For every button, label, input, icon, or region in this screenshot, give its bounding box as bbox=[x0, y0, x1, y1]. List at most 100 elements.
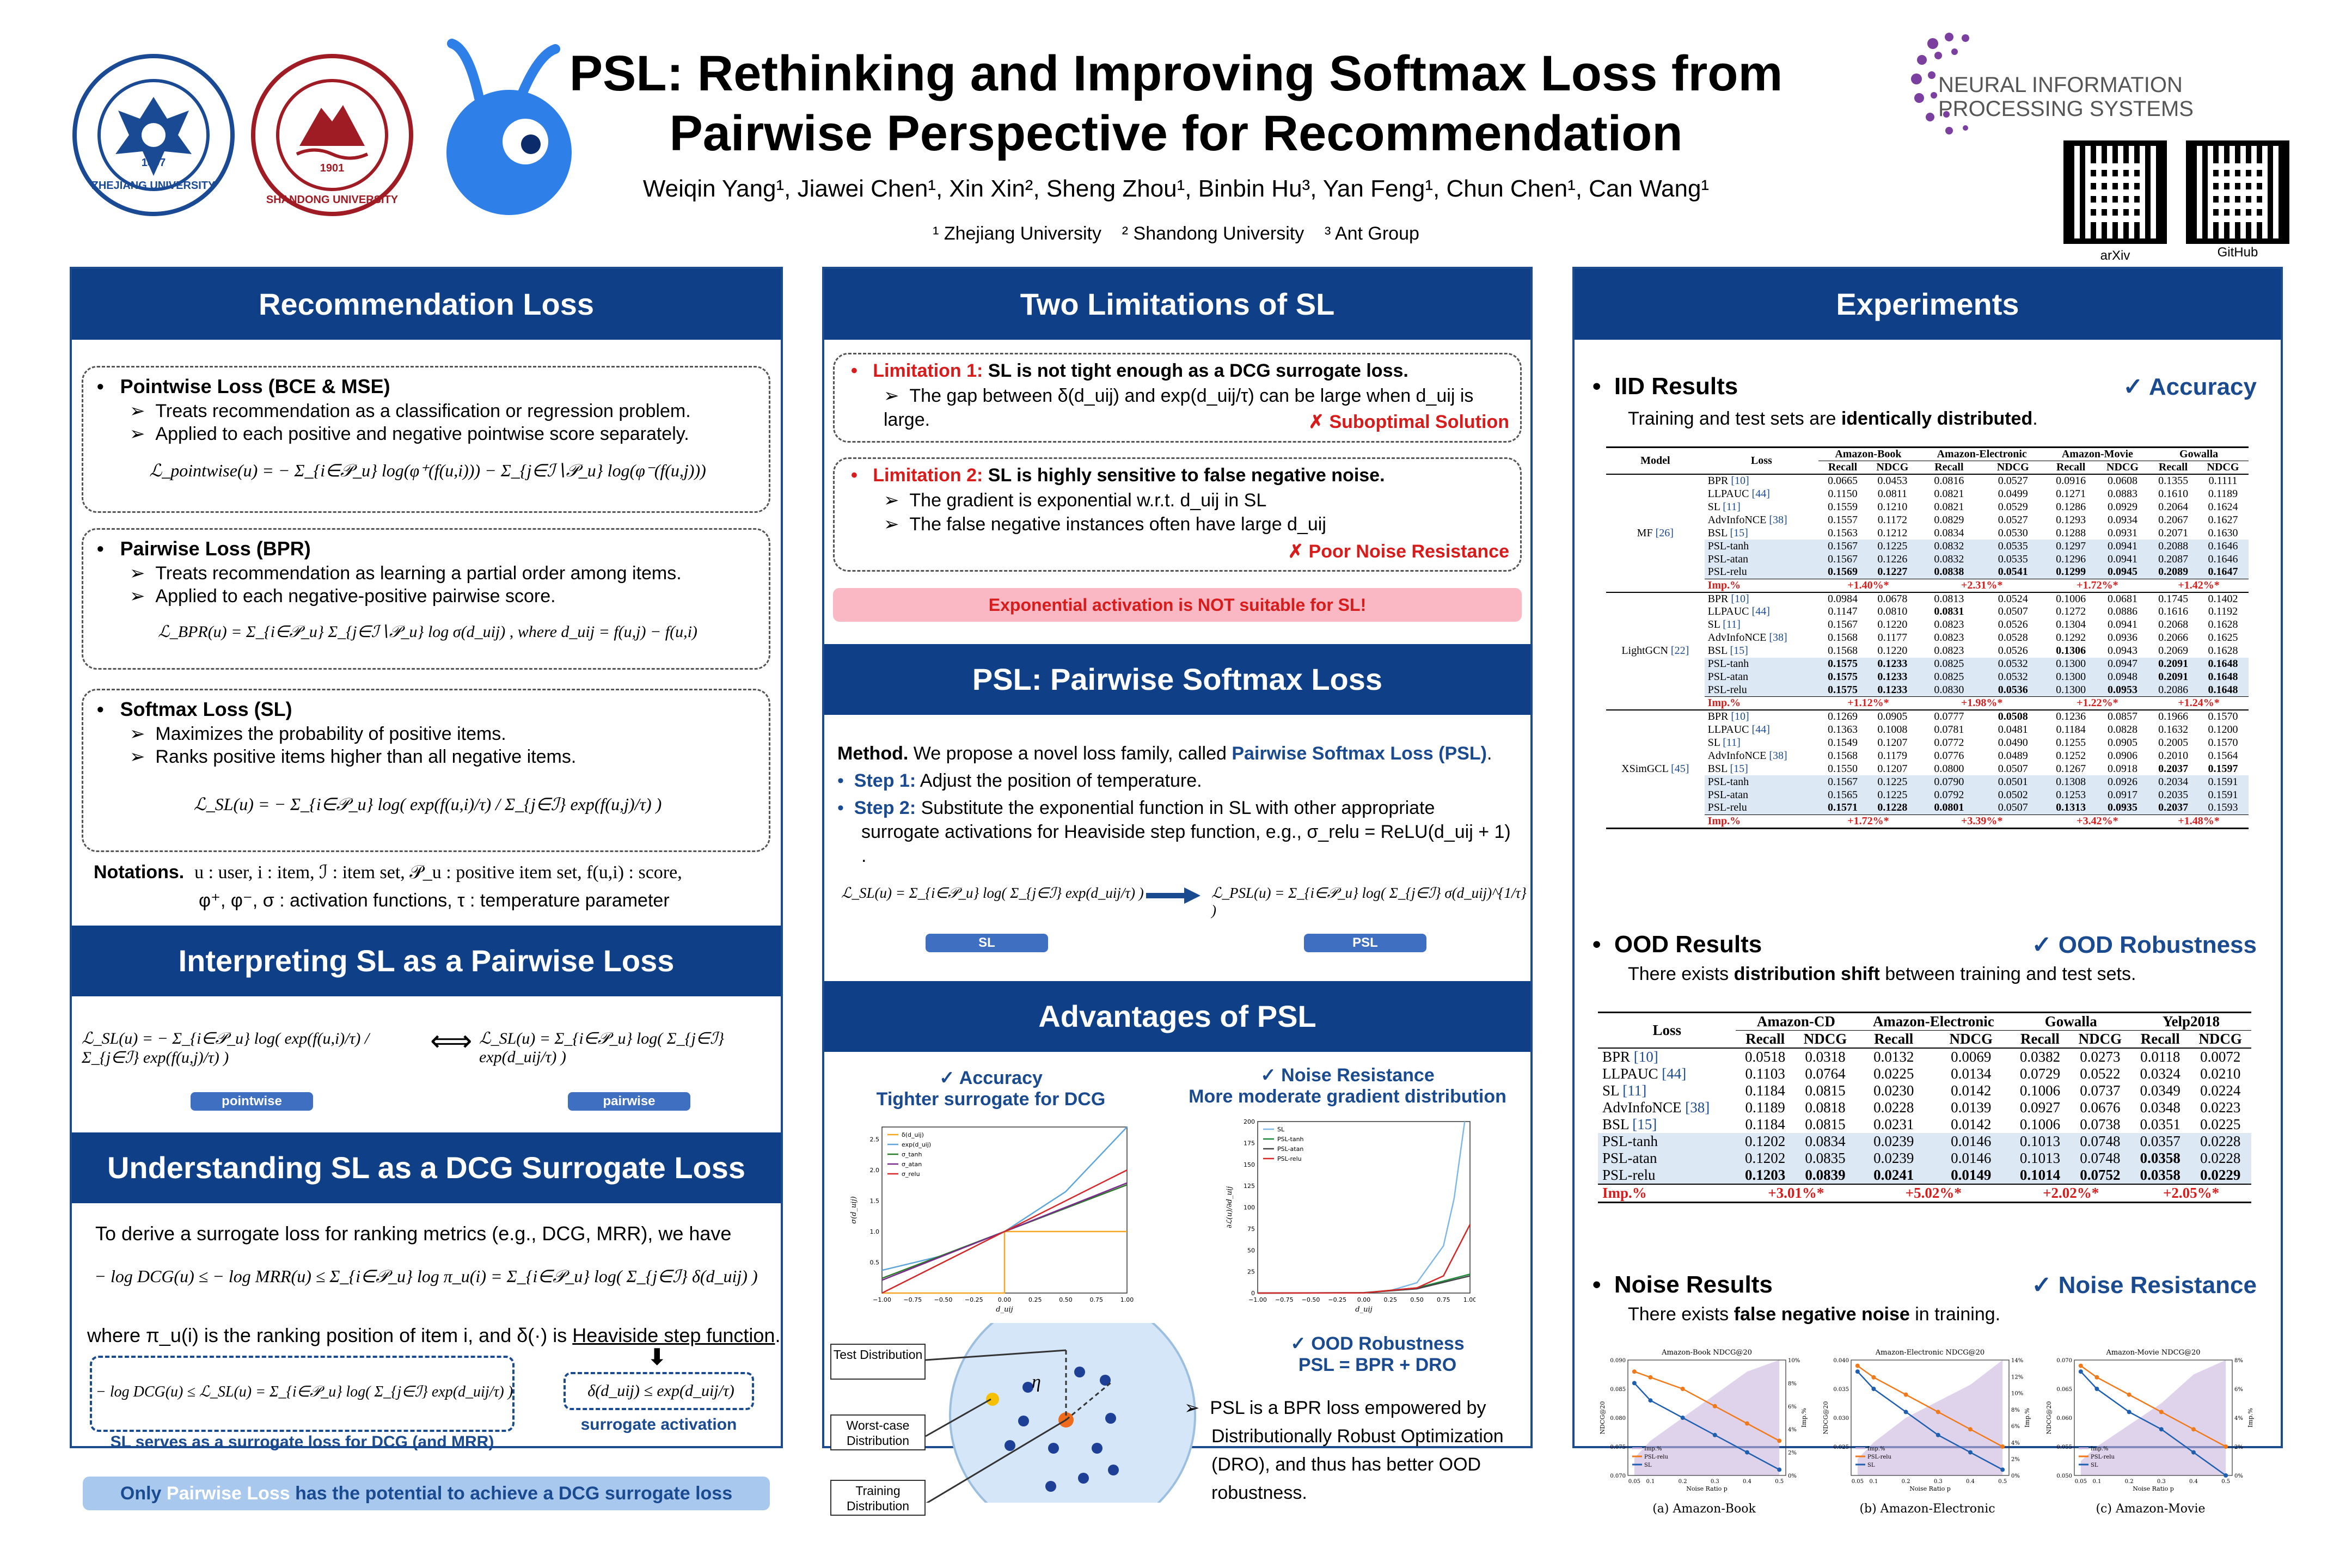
series-point-SL bbox=[2224, 1473, 2228, 1478]
series-point-SL bbox=[2159, 1427, 2164, 1432]
table-metric-row: Recall NDCG Recall NDCG Recall NDCG Recall NDCG bbox=[1606, 461, 2249, 475]
table-cell: 0.1627 bbox=[2208, 513, 2238, 526]
col-metric: NDCG bbox=[2106, 461, 2139, 473]
imp-area bbox=[1634, 1360, 1780, 1475]
table-row: BPR [10] 0.0518 0.0318 0.0132 0.0069 0.0382 0.… bbox=[1598, 1048, 2251, 1065]
x-axis-label: Noise Ratio p bbox=[1686, 1485, 1728, 1492]
dcg-formula-1: − log DCG(u) ≤ − log MRR(u) ≤ Σ_{i∈𝒫_u} … bbox=[94, 1266, 758, 1286]
table-cell: 0.2091 bbox=[2158, 658, 2189, 670]
table-cell: 0.1225 bbox=[1877, 788, 1908, 801]
dcg-bound-box: − log DCG(u) ≤ ℒ_SL(u) = Σ_{i∈𝒫_u} log( … bbox=[90, 1356, 514, 1432]
y2-tick-label: 6% bbox=[2011, 1424, 2020, 1430]
model-cell: LightGCN [22] bbox=[1606, 592, 1705, 710]
y2-tick-label: 2% bbox=[2011, 1457, 2020, 1463]
imp-label: Imp.% bbox=[1707, 579, 1741, 591]
table-cell: 0.1568 bbox=[1827, 632, 1858, 644]
table-cell: 0.1549 bbox=[1827, 736, 1858, 749]
pairwise-banner: Only Pairwise Loss has the potential to … bbox=[83, 1477, 770, 1510]
table-cell: 0.1355 bbox=[2158, 475, 2189, 487]
table-cell: 0.0984 bbox=[1827, 592, 1858, 605]
dcg-formula-3: δ(d_uij) ≤ exp(d_uij/τ) bbox=[587, 1382, 734, 1400]
series-point-PSL-relu bbox=[2078, 1363, 2083, 1368]
table-cell: 0.1313 bbox=[2056, 801, 2086, 814]
psl-method: Method. We propose a novel loss family, … bbox=[837, 743, 1492, 764]
table-cell: 0.0527 bbox=[1998, 513, 2028, 526]
table-cell: 0.1225 bbox=[1877, 775, 1908, 788]
imp-area bbox=[2080, 1360, 2226, 1475]
imp-cell: +1.98%* bbox=[1961, 697, 2003, 709]
table-cell: 0.1184 bbox=[1745, 1116, 1785, 1132]
table-cell: 0.2005 bbox=[2158, 736, 2189, 749]
table-cell: 0.1103 bbox=[1745, 1065, 1785, 1082]
legend-label: Imp.% bbox=[2091, 1446, 2109, 1452]
legend-label: PSL-relu bbox=[2091, 1454, 2115, 1460]
series-line-PSL-relu bbox=[2080, 1365, 2226, 1448]
series-point-SL bbox=[1968, 1450, 1973, 1455]
y2-tick-label: 4% bbox=[2234, 1416, 2243, 1422]
table-cell: 0.0825 bbox=[1934, 658, 1964, 670]
x-tick-label: −0.50 bbox=[1302, 1296, 1320, 1303]
pairwise-b1: ➢ Treats recommendation as learning a pa… bbox=[130, 563, 682, 584]
table-cell: 0.1300 bbox=[2056, 683, 2086, 696]
y-tick-label: 150 bbox=[1244, 1161, 1255, 1168]
noise-chart-caption: (c) Amazon-Movie bbox=[2096, 1502, 2205, 1516]
x-tick-label: −1.00 bbox=[1248, 1296, 1267, 1303]
table-row: SL [11] 0.1559 0.1210 0.0821 0.0529 0.1286 0.0… bbox=[1606, 500, 2249, 513]
col-dataset: Amazon-Book bbox=[1818, 447, 1918, 461]
qr-github[interactable] bbox=[2186, 140, 2289, 244]
surrogate-box: δ(d_uij) ≤ exp(d_uij/τ) bbox=[564, 1372, 754, 1410]
table-cell: 0.0532 bbox=[1998, 671, 2028, 683]
table-cell: 0.1202 bbox=[1744, 1133, 1786, 1149]
series-point-PSL-relu bbox=[1744, 1421, 1749, 1426]
y-tick-label: 0 bbox=[1251, 1290, 1255, 1297]
col-metric: Recall bbox=[2056, 461, 2086, 473]
table-cell: 0.0528 bbox=[1998, 632, 2028, 644]
series-point-SL bbox=[1935, 1432, 1940, 1437]
col-loss: Loss bbox=[1652, 1022, 1681, 1038]
table-cell: 0.0931 bbox=[2107, 526, 2137, 539]
iid-title: • IID Results bbox=[1592, 373, 1738, 400]
table-cell: 0.1210 bbox=[1877, 500, 1908, 513]
y-tick-label: 125 bbox=[1244, 1183, 1255, 1190]
legend-label: Imp.% bbox=[1867, 1446, 1885, 1452]
table-cell: 0.0241 bbox=[1873, 1167, 1914, 1183]
table-row: PSL-atan 0.1567 0.1226 0.0832 0.0535 0.1296 0.… bbox=[1606, 553, 2249, 566]
loss-cell: BSL [15] bbox=[1602, 1116, 1657, 1132]
imp-cell: +3.39%* bbox=[1961, 814, 2003, 827]
table-row: PSL-relu 0.1575 0.1233 0.0830 0.0536 0.1300 0.… bbox=[1606, 683, 2249, 697]
col-metric: NDCG bbox=[1876, 461, 1909, 473]
table-cell: 0.1648 bbox=[2208, 683, 2238, 696]
noise-chart-book: Amazon-Book NDCG@20 0.070 0.075 0.080 0.085 0… bbox=[1599, 1349, 1808, 1516]
qr-arxiv[interactable] bbox=[2060, 137, 2170, 247]
table-cell: 0.0142 bbox=[1951, 1082, 1992, 1099]
table-cell: 0.1147 bbox=[1828, 605, 1858, 617]
col-dataset: Yelp2018 bbox=[2131, 1012, 2251, 1031]
col-metric: NDCG bbox=[2198, 1031, 2242, 1047]
table-cell: 0.1111 bbox=[2208, 475, 2238, 487]
table-cell: 0.2068 bbox=[2158, 618, 2189, 630]
table-cell: 0.0532 bbox=[1998, 658, 2028, 670]
y-tick-label: 175 bbox=[1244, 1140, 1255, 1147]
x-tick-label: −0.75 bbox=[1275, 1296, 1294, 1303]
x-axis-label: d_uij bbox=[1355, 1306, 1372, 1314]
y-tick-label: 25 bbox=[1247, 1269, 1255, 1276]
table-cell: 0.0936 bbox=[2107, 632, 2137, 644]
table-cell: 0.0839 bbox=[1805, 1167, 1846, 1183]
table-cell: 0.2088 bbox=[2158, 540, 2189, 552]
y-tick-label: 0.060 bbox=[2056, 1416, 2072, 1422]
table-cell: 0.1288 bbox=[2056, 526, 2086, 539]
y-tick-label: 0.055 bbox=[2056, 1444, 2072, 1450]
col-metric: Recall bbox=[2140, 1031, 2180, 1047]
pointwise-b1: ➢ Treats recommendation as a classificat… bbox=[130, 401, 691, 421]
noise-desc: There exists false negative noise in tra… bbox=[1628, 1304, 2001, 1325]
x-tick-label: 0.2 bbox=[2125, 1479, 2134, 1485]
table-cell: 0.1184 bbox=[1745, 1082, 1785, 1099]
y2-tick-label: 4% bbox=[1788, 1427, 1797, 1433]
table-cell: 0.0886 bbox=[2107, 605, 2137, 617]
table-cell: 0.0941 bbox=[2107, 618, 2137, 630]
table-cell: 0.1575 bbox=[1827, 683, 1858, 696]
col-loss: Loss bbox=[1750, 455, 1772, 467]
table-cell: 0.1647 bbox=[2208, 566, 2238, 578]
table-cell: 0.1271 bbox=[2056, 487, 2086, 500]
table-row: BSL [15] 0.1550 0.1207 0.0800 0.0507 0.1267 0.… bbox=[1606, 762, 2249, 775]
